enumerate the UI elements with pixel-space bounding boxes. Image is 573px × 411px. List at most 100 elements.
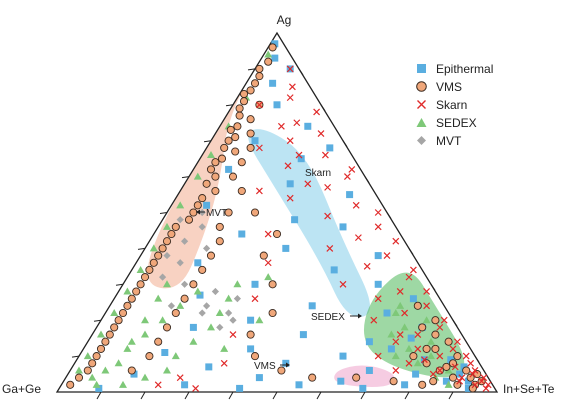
vms-point	[211, 158, 220, 167]
tick-bottom	[140, 391, 146, 400]
sedex-point	[114, 359, 123, 367]
vms-point	[206, 251, 216, 260]
skarn-point	[251, 295, 259, 303]
skarn-point	[288, 83, 296, 91]
skarn-point	[264, 259, 272, 267]
tick-bottom	[228, 391, 234, 400]
vms-point	[105, 330, 114, 339]
skarn-point	[154, 381, 162, 389]
vms-point	[268, 280, 277, 289]
vms-point	[217, 154, 227, 163]
vms-point	[239, 97, 249, 106]
skarn-point	[456, 377, 464, 385]
vms-small-field-region	[334, 365, 395, 387]
epithermal-point	[238, 230, 246, 238]
vms-point	[118, 308, 128, 318]
mvt-point	[181, 280, 189, 288]
epithermal-point	[359, 384, 367, 392]
tick-right	[298, 68, 304, 76]
legend-skarn-marker	[417, 100, 426, 109]
mvt-point	[198, 223, 206, 231]
legend-epithermal-label: Epithermal	[436, 62, 493, 76]
vms-point	[189, 208, 198, 217]
sedex-point	[154, 294, 163, 302]
sedex-point	[264, 50, 273, 58]
mvt-point	[216, 323, 224, 331]
skarn-point	[284, 162, 292, 170]
epithermal-point	[409, 295, 417, 303]
skarn-point	[405, 359, 413, 367]
vms-point	[233, 122, 242, 131]
epithermal-point	[247, 316, 255, 324]
sedex-point	[224, 294, 233, 302]
sedex-point	[141, 316, 149, 324]
skarn-point	[453, 338, 461, 346]
skarn-point	[478, 377, 486, 385]
epithermal-point	[282, 359, 290, 367]
vms-point	[268, 43, 277, 52]
skarn-field-label: Skarn	[305, 168, 331, 179]
epithermal-point	[365, 338, 373, 346]
epithermal-point	[295, 381, 303, 389]
epithermal-point	[225, 165, 233, 173]
skarn-point	[392, 237, 400, 245]
triangle-frame	[55, 31, 499, 400]
vms-point	[453, 352, 462, 361]
mvt-point	[167, 302, 175, 310]
vms-point	[250, 352, 260, 361]
sedex-point	[264, 273, 273, 281]
epithermal-point	[236, 384, 244, 392]
vms-point	[211, 172, 220, 181]
skarn-point	[313, 108, 321, 116]
sedex-point	[123, 344, 132, 352]
tick-left	[137, 247, 146, 250]
skarn-point	[370, 316, 378, 324]
sedex-point	[387, 330, 396, 338]
vms-point	[224, 136, 233, 145]
skarn-point	[192, 384, 200, 392]
tick-bottom	[316, 391, 322, 400]
skarn-point	[295, 151, 303, 159]
skarn-point	[321, 151, 329, 159]
vms-point	[429, 377, 438, 386]
vms-point	[83, 366, 92, 375]
mvt-point	[176, 259, 184, 267]
epithermal-point	[271, 54, 279, 62]
vms-point	[264, 57, 273, 66]
sedex-point	[427, 337, 435, 345]
skarn-point	[326, 244, 334, 252]
legend-skarn-label: Skarn	[436, 98, 467, 112]
skarn-point	[383, 252, 391, 260]
skarn-point	[396, 331, 404, 338]
sedex-point	[75, 366, 83, 374]
legend-sedex-label: SEDEX	[436, 116, 477, 130]
epithermal-point	[337, 377, 345, 385]
vms-point	[389, 377, 398, 386]
skarn-point	[451, 363, 459, 371]
vms-point	[413, 301, 422, 310]
tick-right	[408, 248, 414, 255]
sedex-point	[127, 337, 136, 345]
vms-point	[171, 222, 180, 231]
sedex-point	[189, 337, 198, 345]
epithermal-point	[205, 363, 213, 371]
sedex-point	[400, 323, 409, 331]
skarn-point	[220, 359, 228, 367]
skarn-point	[469, 370, 477, 378]
skarn-point	[392, 367, 400, 374]
skarn-point	[420, 356, 428, 364]
vms-point	[418, 323, 427, 332]
sedex-point	[207, 323, 215, 331]
sedex-point	[413, 359, 422, 367]
epithermal-point	[247, 345, 255, 353]
skarn-point	[343, 173, 351, 181]
tick-left	[93, 319, 102, 322]
epithermal-point	[273, 101, 281, 109]
mvt-point	[211, 287, 219, 296]
mvt-point	[229, 316, 237, 324]
vms-point	[127, 366, 136, 375]
skarn-point	[414, 331, 422, 338]
epithermal-point	[286, 180, 294, 188]
vms-point	[198, 194, 207, 203]
vms-point	[184, 215, 194, 224]
